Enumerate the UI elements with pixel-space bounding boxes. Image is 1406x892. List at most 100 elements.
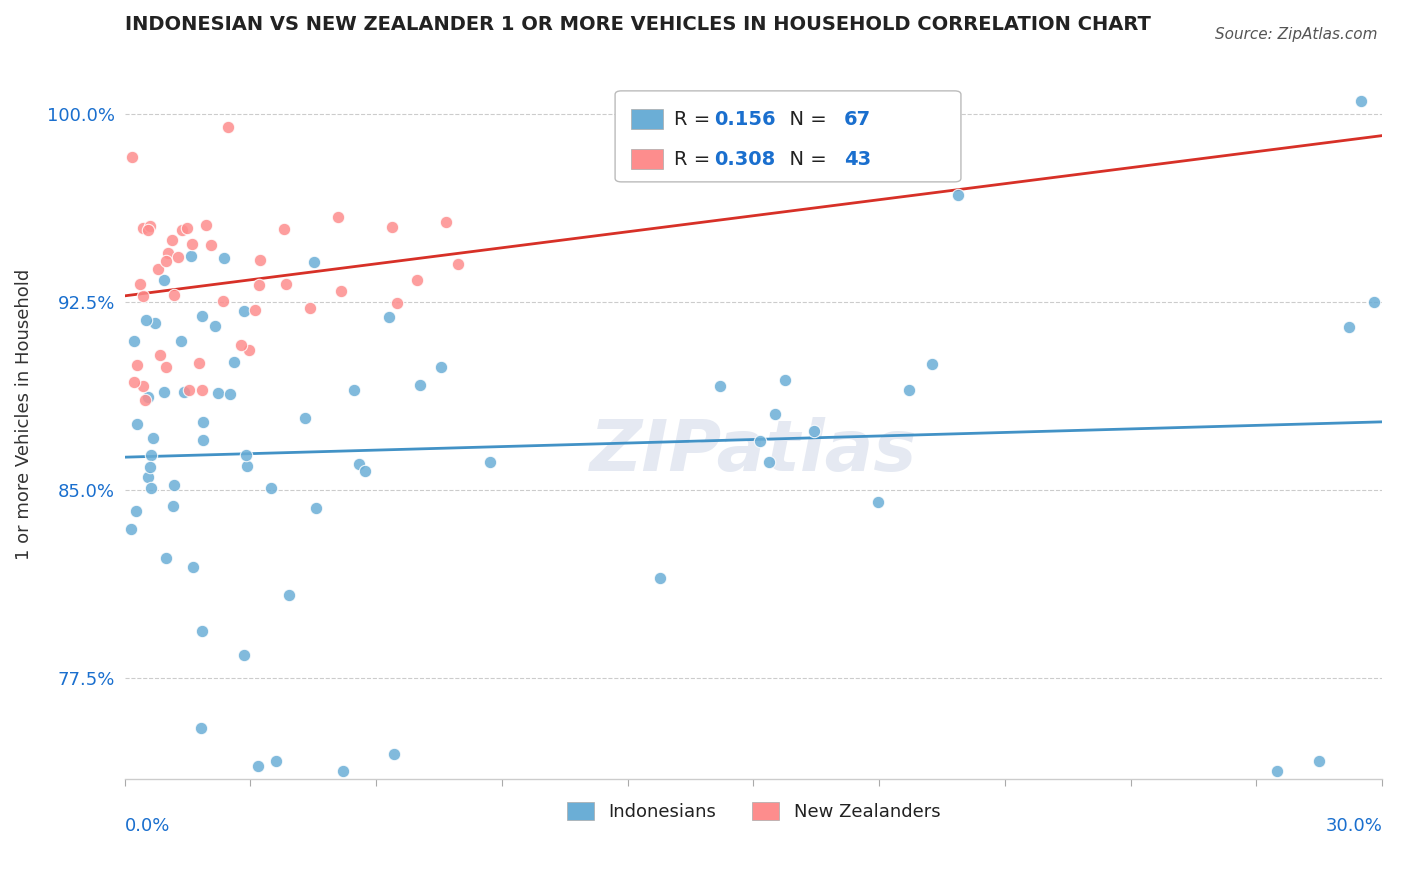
Y-axis label: 1 or more Vehicles in Household: 1 or more Vehicles in Household: [15, 269, 32, 560]
Text: ZIPatlas: ZIPatlas: [589, 417, 917, 486]
Indonesians: [749, 434, 772, 449]
Indonesians: [191, 309, 214, 323]
Indonesians: [153, 385, 176, 400]
Indonesians: [142, 431, 165, 445]
Text: R =: R =: [675, 151, 717, 169]
Text: N =: N =: [778, 151, 834, 169]
New Zealanders: [155, 253, 177, 268]
Indonesians: [803, 424, 825, 438]
New Zealanders: [447, 257, 470, 271]
Indonesians: [430, 359, 453, 374]
FancyBboxPatch shape: [614, 91, 960, 182]
Indonesians: [378, 310, 401, 324]
Text: N =: N =: [778, 110, 834, 129]
Indonesians: [136, 390, 159, 404]
Indonesians: [1337, 320, 1360, 334]
Text: INDONESIAN VS NEW ZEALANDER 1 OR MORE VEHICLES IN HOUSEHOLD CORRELATION CHART: INDONESIAN VS NEW ZEALANDER 1 OR MORE VE…: [125, 15, 1150, 34]
Indonesians: [948, 188, 970, 202]
Indonesians: [1362, 294, 1385, 309]
Text: Source: ZipAtlas.com: Source: ZipAtlas.com: [1215, 27, 1378, 42]
Indonesians: [921, 357, 943, 371]
Indonesians: [354, 464, 377, 478]
Indonesians: [138, 460, 160, 475]
Indonesians: [349, 457, 371, 471]
New Zealanders: [122, 375, 145, 389]
New Zealanders: [200, 238, 222, 252]
New Zealanders: [381, 219, 404, 234]
Indonesians: [124, 334, 146, 349]
Indonesians: [139, 481, 162, 495]
Text: 0.156: 0.156: [714, 110, 776, 129]
New Zealanders: [132, 289, 155, 303]
New Zealanders: [162, 287, 184, 301]
Indonesians: [180, 249, 202, 263]
New Zealanders: [385, 296, 408, 310]
New Zealanders: [274, 277, 297, 292]
Text: 30.0%: 30.0%: [1326, 816, 1382, 835]
Text: 0.0%: 0.0%: [125, 816, 170, 835]
New Zealanders: [243, 302, 266, 317]
Indonesians: [153, 273, 176, 287]
Indonesians: [136, 470, 159, 484]
Indonesians: [409, 378, 432, 392]
Indonesians: [135, 313, 157, 327]
New Zealanders: [132, 379, 155, 393]
Indonesians: [224, 355, 246, 369]
Indonesians: [139, 448, 162, 462]
New Zealanders: [172, 223, 194, 237]
New Zealanders: [157, 246, 180, 260]
New Zealanders: [188, 356, 211, 370]
New Zealanders: [217, 120, 239, 134]
New Zealanders: [273, 222, 295, 236]
New Zealanders: [194, 219, 217, 233]
New Zealanders: [405, 273, 427, 287]
Indonesians: [125, 503, 148, 517]
Indonesians: [173, 384, 195, 399]
Indonesians: [294, 410, 316, 425]
New Zealanders: [132, 221, 155, 235]
Indonesians: [219, 386, 242, 401]
New Zealanders: [212, 293, 235, 308]
Indonesians: [190, 624, 212, 639]
Indonesians: [235, 458, 257, 473]
Indonesians: [898, 384, 921, 398]
Indonesians: [709, 379, 731, 393]
Indonesians: [478, 455, 501, 469]
New Zealanders: [149, 348, 172, 362]
Indonesians: [207, 385, 229, 400]
New Zealanders: [166, 250, 188, 264]
Indonesians: [193, 433, 215, 447]
FancyBboxPatch shape: [631, 149, 662, 169]
Legend: Indonesians, New Zealanders: Indonesians, New Zealanders: [560, 794, 948, 828]
Indonesians: [302, 254, 325, 268]
Text: 67: 67: [844, 110, 872, 129]
Indonesians: [382, 747, 405, 761]
New Zealanders: [160, 233, 183, 247]
Indonesians: [246, 759, 269, 773]
Indonesians: [191, 415, 214, 429]
Indonesians: [181, 560, 204, 574]
New Zealanders: [139, 219, 162, 233]
Indonesians: [204, 319, 226, 334]
New Zealanders: [180, 237, 202, 252]
Indonesians: [155, 551, 177, 566]
Indonesians: [143, 316, 166, 330]
Indonesians: [162, 499, 184, 513]
Indonesians: [163, 478, 186, 492]
New Zealanders: [127, 358, 149, 372]
New Zealanders: [134, 393, 156, 408]
Indonesians: [305, 500, 328, 515]
Indonesians: [190, 721, 212, 735]
Indonesians: [332, 764, 354, 779]
New Zealanders: [179, 383, 201, 397]
New Zealanders: [146, 262, 169, 277]
New Zealanders: [191, 383, 214, 397]
New Zealanders: [247, 277, 270, 292]
Indonesians: [1350, 94, 1372, 108]
Indonesians: [650, 571, 672, 585]
Indonesians: [235, 449, 257, 463]
Indonesians: [233, 304, 256, 318]
Indonesians: [758, 455, 780, 469]
Indonesians: [343, 383, 366, 397]
Indonesians: [1308, 754, 1330, 768]
